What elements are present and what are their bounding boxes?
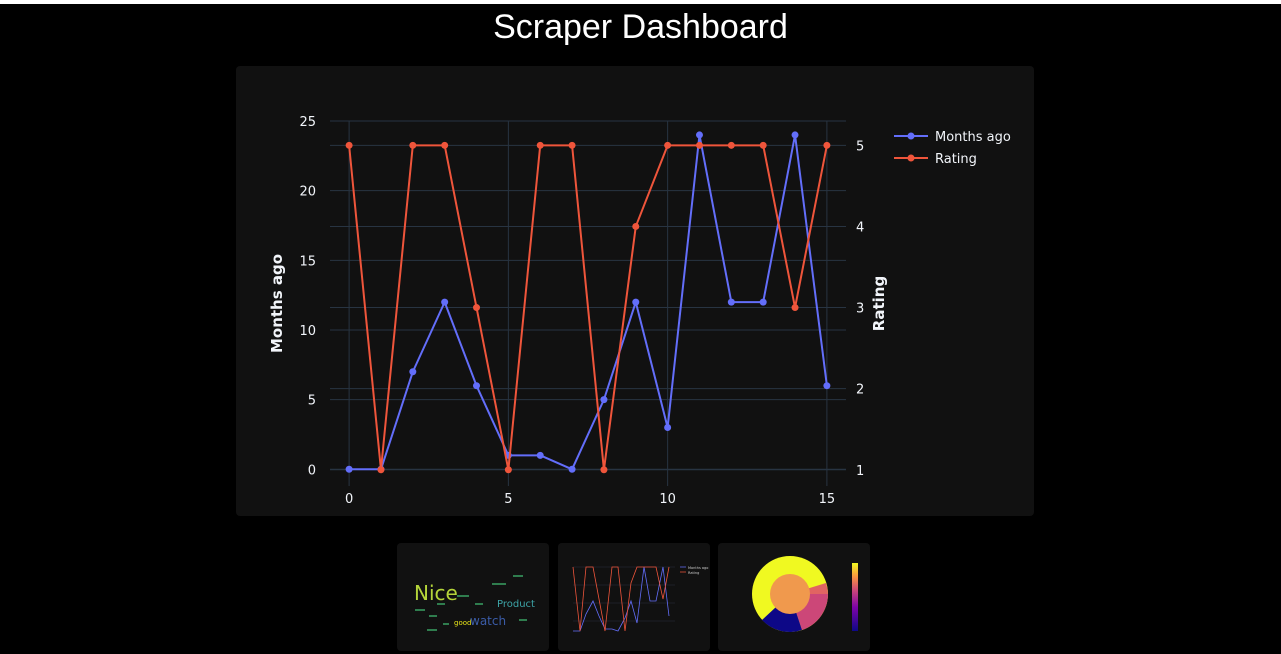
point-rating-13	[759, 141, 767, 149]
top-border	[0, 0, 1281, 4]
ytick-right-1: 2	[856, 383, 864, 398]
legend-marker-rating	[907, 154, 915, 162]
point-rating-8	[600, 466, 608, 474]
point-months-ago-4	[473, 382, 481, 390]
point-rating-1	[377, 466, 385, 474]
point-months-ago-11	[695, 131, 703, 139]
mini-legend-rating: Rating	[688, 571, 699, 575]
line-chart[interactable]: 0 5 10 15 20 25 1 2 3 4 5 0 5 10 15 Months ago Rating Mon…	[236, 66, 1034, 516]
ytick-right-2: 3	[856, 302, 864, 317]
point-rating-12	[727, 141, 735, 149]
point-rating-10	[664, 141, 672, 149]
ytick-left-1: 5	[308, 394, 316, 409]
point-rating-11	[695, 141, 703, 149]
point-months-ago-0	[345, 465, 353, 473]
xtick-3: 15	[819, 492, 836, 507]
point-months-ago-15	[823, 382, 831, 390]
point-months-ago-14	[791, 131, 799, 139]
point-months-ago-2	[409, 368, 417, 376]
main-chart-panel[interactable]: 0 5 10 15 20 25 1 2 3 4 5 0 5 10 15 Months ago Rating Mon…	[236, 66, 1034, 516]
point-months-ago-10	[664, 423, 672, 431]
ytick-left-2: 10	[299, 324, 316, 339]
wordcloud-minor-words	[415, 575, 527, 631]
point-months-ago-7	[568, 465, 576, 473]
point-rating-5	[504, 466, 512, 474]
ytick-right-0: 1	[856, 464, 864, 479]
ytick-right-3: 4	[856, 220, 864, 235]
thumbnail-sunburst[interactable]	[718, 543, 870, 651]
point-rating-14	[791, 304, 799, 312]
ytick-right-4: 5	[856, 139, 864, 154]
xtick-1: 5	[504, 492, 512, 507]
mini-sunburst	[752, 556, 858, 633]
point-rating-9	[632, 222, 640, 230]
y-axis-title-left: Months ago	[268, 254, 286, 353]
mini-line-chart: Months ago Rating	[558, 543, 710, 651]
point-rating-0	[345, 141, 353, 149]
wordcloud-word-watch: watch	[470, 614, 506, 628]
thumbnail-wordcloud[interactable]: Nice Product good watch	[397, 543, 549, 651]
ytick-left-5: 25	[299, 115, 316, 130]
wordcloud-word-nice: Nice	[414, 581, 458, 605]
point-rating-15	[823, 141, 831, 149]
point-rating-4	[473, 304, 481, 312]
xtick-2: 10	[659, 492, 676, 507]
legend-label-months-ago: Months ago	[935, 130, 1011, 145]
point-months-ago-6	[536, 451, 544, 459]
ytick-left-3: 15	[299, 254, 316, 269]
point-rating-3	[441, 141, 449, 149]
ytick-left-0: 0	[308, 463, 316, 478]
series-line-months-ago	[349, 133, 828, 471]
y-axis-title-right: Rating	[870, 276, 888, 331]
legend-marker-months-ago	[907, 132, 915, 140]
thumbnail-strip: Nice Product good watch	[0, 543, 1281, 651]
page-title: Scraper Dashboard	[493, 8, 788, 46]
point-months-ago-3	[441, 298, 449, 306]
wordcloud-word-product: Product	[497, 599, 535, 610]
point-months-ago-12	[727, 298, 735, 306]
xtick-0: 0	[345, 492, 353, 507]
point-months-ago-9	[632, 298, 640, 306]
point-rating-2	[409, 141, 417, 149]
legend-label-rating: Rating	[935, 152, 977, 167]
point-months-ago-13	[759, 298, 767, 306]
wordcloud-word-good: good	[454, 619, 471, 627]
point-months-ago-8	[600, 396, 608, 404]
series-line-rating	[348, 144, 828, 471]
mini-legend-months: Months ago	[688, 566, 708, 570]
thumbnail-line-chart[interactable]: Months ago Rating	[558, 543, 710, 651]
point-rating-6	[536, 141, 544, 149]
ytick-left-4: 20	[299, 185, 316, 200]
point-rating-7	[568, 141, 576, 149]
